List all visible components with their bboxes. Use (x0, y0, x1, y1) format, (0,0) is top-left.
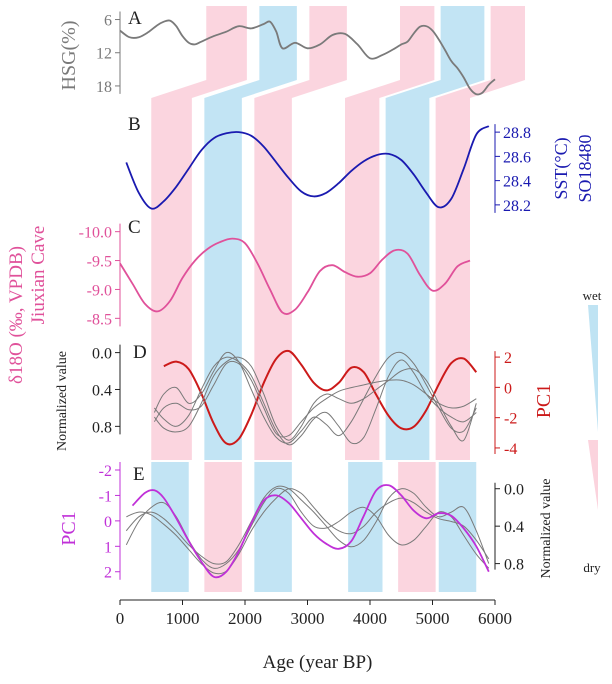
band-top-3 (345, 6, 435, 460)
series-D-2 (154, 356, 477, 442)
y-tick-label-A-0: 6 (104, 13, 112, 30)
y2-tick-label-D-2: 0 (504, 380, 512, 397)
x-tick-label-3: 3000 (291, 609, 325, 628)
y2-tick-label-D-1: -2 (504, 411, 517, 428)
band-top-0 (151, 6, 247, 460)
y2-tick-label-E-1: 0.4 (504, 519, 524, 536)
y-tick-label-A-1: 12 (96, 46, 112, 63)
climate-bands (151, 6, 525, 592)
series-D-0 (154, 356, 477, 446)
y-label-E: PC1 (58, 511, 80, 545)
x-tick-label-4: 4000 (353, 609, 387, 628)
y-tick-label-E-4: 2 (104, 565, 112, 582)
band-bottom-3 (348, 462, 383, 592)
axes-layer (115, 11, 500, 605)
x-tick-label-6: 6000 (478, 609, 512, 628)
wet-dry-legend: wet dry (583, 288, 602, 575)
y-tick-label-E-0: -2 (99, 463, 112, 480)
x-tick-label-2: 2000 (228, 609, 262, 628)
y-tick-label-B-0: 28.2 (503, 198, 531, 215)
x-axis-title: Age (year BP) (263, 652, 373, 673)
legend-wet-label: wet (583, 288, 602, 303)
y2-tick-label-E-2: 0.8 (504, 557, 524, 574)
y-tick-label-C-0: -10.0 (79, 225, 112, 242)
y-label-A: HSG(%) (58, 21, 80, 91)
band-bottom-0 (151, 462, 189, 592)
series-E-0 (131, 484, 490, 579)
y-label-B: SST(°C) (551, 137, 572, 199)
y-tick-label-D-2: 0.8 (92, 419, 112, 436)
y-tick-label-A-2: 18 (96, 79, 112, 96)
series-C-0 (119, 237, 471, 315)
legend-dry-wedge (588, 440, 598, 510)
y2-label-E: Normalized value (539, 479, 554, 579)
y-label2-B: SO18480 (575, 134, 595, 202)
band-bottom-4 (398, 462, 436, 592)
band-top-2 (254, 6, 347, 460)
series-D-1 (153, 351, 477, 444)
y2-tick-label-D-0: -4 (504, 441, 517, 458)
panel-letter-B: B (128, 114, 141, 135)
y-tick-label-B-2: 28.6 (503, 149, 531, 166)
series-A-0 (119, 19, 496, 96)
y-tick-label-C-2: -9.0 (87, 282, 112, 299)
x-tick-label-5: 5000 (416, 609, 450, 628)
y-label2-C: Jiuxian Cave (28, 226, 49, 325)
y-tick-label-E-1: -1 (99, 488, 112, 505)
x-tick-label-1: 1000 (166, 609, 200, 628)
y-tick-label-C-3: -8.5 (87, 311, 112, 328)
series-D-3 (153, 360, 477, 438)
band-top-1 (204, 6, 297, 460)
y2-label-D: PC1 (533, 384, 555, 418)
legend-wet-wedge (588, 305, 598, 432)
band-top-4 (385, 6, 485, 460)
series-r-D-0 (163, 349, 478, 446)
panel-letter-C: C (128, 217, 141, 238)
y2-tick-label-D-3: 2 (504, 350, 512, 367)
curves-layer (119, 19, 496, 579)
legend-dry-label: dry (583, 560, 601, 575)
series-r-E-2 (126, 488, 490, 575)
y-tick-label-D-0: 0.0 (92, 346, 112, 363)
band-bottom-5 (438, 462, 477, 592)
labels-layer: 0 1000 2000 3000 4000 5000 6000 Age (year BP) A6… (6, 8, 595, 673)
y-tick-label-B-3: 28.8 (503, 125, 531, 142)
y-tick-label-E-3: 1 (104, 539, 112, 556)
band-bottom-1 (204, 462, 242, 592)
band-bottom-2 (254, 462, 292, 592)
panel-letter-A: A (128, 8, 142, 29)
y-tick-label-C-1: -9.5 (87, 254, 112, 271)
panel-letter-D: D (133, 342, 147, 363)
x-tick-label-0: 0 (116, 609, 125, 628)
series-r-E-1 (125, 485, 490, 565)
band-top-5 (435, 6, 525, 460)
y-label-C: δ18O (‰, VPDB) (6, 246, 27, 384)
y-tick-label-D-1: 0.4 (92, 382, 112, 399)
y-tick-label-B-1: 28.4 (503, 174, 531, 191)
panel-letter-E: E (133, 464, 145, 485)
series-B-0 (125, 125, 490, 210)
y-tick-label-E-2: 0 (104, 514, 112, 531)
y-label-D: Normalized value (55, 351, 70, 451)
y2-tick-label-E-0: 0.0 (504, 482, 524, 499)
